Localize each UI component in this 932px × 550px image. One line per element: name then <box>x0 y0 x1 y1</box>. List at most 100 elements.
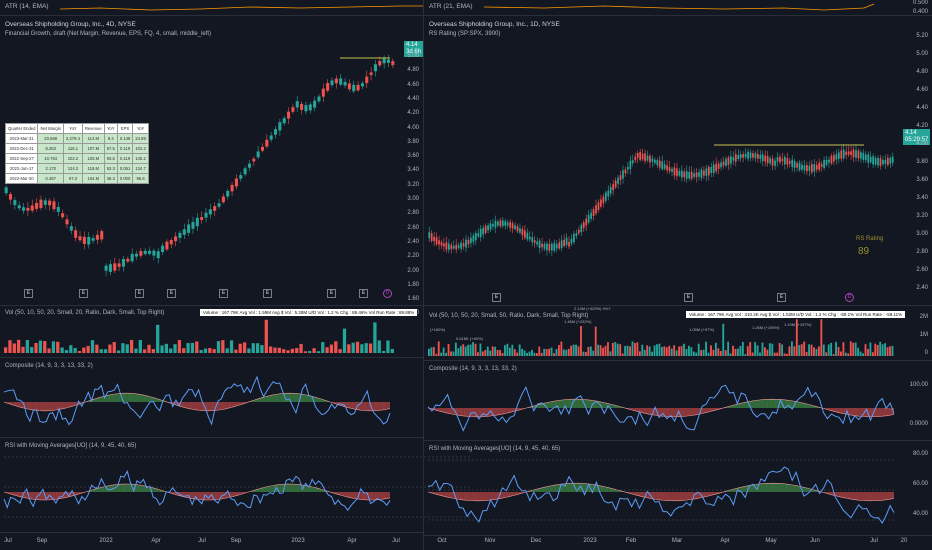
right-price-pane[interactable]: Overseas Shipholding Group, Inc., 1D, NY… <box>424 15 932 306</box>
right-price-axis[interactable]: 5.20 5.00 4.80 4.60 4.40 4.20 4.00 3.80 3.60 3.40… <box>902 15 932 305</box>
table-cell: 114.M <box>81 133 105 144</box>
oscillator-fill <box>143 485 147 492</box>
candle-body <box>100 231 104 240</box>
oscillator-fill <box>647 408 652 415</box>
volume-bar <box>707 352 710 356</box>
left-rsi-pane[interactable]: RSI with Moving Averages[UO] (14, 9, 45,… <box>0 437 470 533</box>
oscillator-fill <box>639 408 644 413</box>
volume-bar <box>849 341 852 356</box>
volume-bar <box>216 341 221 353</box>
candle-body <box>509 221 512 228</box>
oscillator-fill <box>506 408 511 414</box>
volume-bar <box>665 347 668 356</box>
oscillator-fill <box>120 393 125 402</box>
axis-tick: 0.0000 <box>909 421 928 427</box>
table-cell: 24.89 <box>132 133 149 144</box>
candle-body <box>13 200 17 206</box>
volume-bar <box>580 326 582 356</box>
oscillator-fill <box>282 393 287 402</box>
volume-bar <box>47 348 51 353</box>
volume-bar <box>86 345 90 353</box>
left-time-axis[interactable]: Jul Sep 2022 Apr Jul Sep 2023 Apr Jul <box>0 538 423 550</box>
right-rsi-pane[interactable]: RSI with Moving Averages[UO] (14, 9, 45,… <box>424 440 932 536</box>
axis-tick: 3.60 <box>916 177 928 183</box>
candle-body <box>494 220 497 228</box>
left-volume-pane[interactable]: Vol (50, 10, 50, 20, Small, 20, Ratio, D… <box>0 305 423 358</box>
volume-bar <box>432 347 435 356</box>
volume-bar <box>38 340 43 353</box>
volume-annotation: 1.05M (+97%) <box>689 327 715 332</box>
right-atr-pane[interactable]: ATR (21, EMA) 0.500 0.400 <box>424 0 932 16</box>
oscillator-fill <box>117 393 121 402</box>
candle-body <box>334 78 338 84</box>
earnings-event-icon[interactable]: E <box>777 293 786 302</box>
oscillator-fill <box>36 402 40 411</box>
volume-bar <box>238 343 242 353</box>
volume-bar <box>886 347 889 356</box>
oscillator-fill <box>201 402 206 411</box>
earnings-event-icon[interactable]: E <box>24 289 33 298</box>
volume-bar <box>435 353 438 356</box>
right-composite-pane[interactable]: Composite (14, 9, 3, 3, 13, 33, 2) 100.0… <box>424 360 932 441</box>
candle-body <box>747 151 749 159</box>
earnings-event-icon[interactable]: E <box>219 289 228 298</box>
earnings-event-icon[interactable]: E <box>684 293 693 302</box>
volume-bar <box>516 352 519 356</box>
candle-body <box>4 187 8 194</box>
axis-tick: 2M <box>919 314 928 320</box>
volume-bar <box>771 343 774 356</box>
dividend-event-icon[interactable]: D <box>383 289 392 298</box>
panel-divider[interactable] <box>423 0 424 550</box>
oscillator-fill <box>133 393 137 402</box>
volume-annotation: 1.46M (+232%) <box>564 319 592 324</box>
oscillator-fill <box>104 485 108 492</box>
table-row: 2023-Mar-31 20.668 2,279.4 114.M 9.4 0.1… <box>4 133 149 144</box>
earnings-event-icon[interactable]: E <box>327 289 336 298</box>
axis-tick: 100.00 <box>909 382 928 388</box>
earnings-event-icon[interactable]: E <box>492 293 501 302</box>
oscillator-fill <box>850 408 855 416</box>
right-time-axis[interactable]: Oct Nov Dec 2023 Feb Mar Apr May Jun Jul 20 <box>424 538 932 550</box>
table-cell: 10.764 <box>37 153 64 164</box>
time-axis-label: 2023 <box>291 538 305 544</box>
time-axis-label: May <box>765 538 777 544</box>
table-cell: 96.6 <box>132 173 149 184</box>
earnings-event-icon[interactable]: E <box>135 289 144 298</box>
candle-body <box>732 157 735 161</box>
volume-bar <box>589 346 592 356</box>
axis-tick: 4.00 <box>916 141 928 147</box>
volume-bar <box>452 351 455 356</box>
volume-bar <box>99 349 103 353</box>
oscillator-fill <box>615 405 620 408</box>
volume-bar <box>891 345 894 356</box>
oscillator-fill <box>525 407 530 409</box>
left-atr-pane[interactable]: ATR (14, EMA) <box>0 0 423 16</box>
earnings-event-icon[interactable]: E <box>263 289 272 298</box>
volume-bar <box>125 344 129 353</box>
volume-bar <box>793 346 796 356</box>
dividend-event-icon[interactable]: D <box>845 293 854 302</box>
candle-body <box>226 190 230 197</box>
candle-body <box>287 111 291 119</box>
volume-bar <box>837 346 840 356</box>
volume-bar <box>599 345 602 356</box>
oscillator-fill <box>706 492 710 497</box>
candle-body <box>356 84 360 91</box>
earnings-event-icon[interactable]: E <box>79 289 88 298</box>
volume-bar <box>60 347 64 353</box>
earnings-event-icon[interactable]: E <box>167 289 176 298</box>
oscillator-fill <box>98 396 102 402</box>
right-volume-pane[interactable]: Vol (50, 10, 50, 20, Small, 50, Ratio, D… <box>424 305 932 361</box>
candle-body <box>467 239 470 245</box>
volume-bar <box>447 343 450 356</box>
left-price-pane[interactable]: Overseas Shipholding Group, Inc., 4D, NY… <box>0 15 423 316</box>
volume-bar <box>147 344 151 353</box>
earnings-event-icon[interactable]: E <box>359 289 368 298</box>
left-composite-pane[interactable]: Composite (14, 9, 3, 3, 13, 33, 2) <box>0 357 423 438</box>
candle-body <box>627 166 629 170</box>
left-price-axis[interactable]: 5.00 4.80 4.60 4.40 4.20 4.00 3.80 3.60 3.40 3.20… <box>400 15 423 316</box>
oscillator-fill <box>702 492 707 498</box>
oscillator-fill <box>367 402 371 411</box>
candle-body <box>842 149 845 159</box>
candle-body <box>479 228 482 238</box>
